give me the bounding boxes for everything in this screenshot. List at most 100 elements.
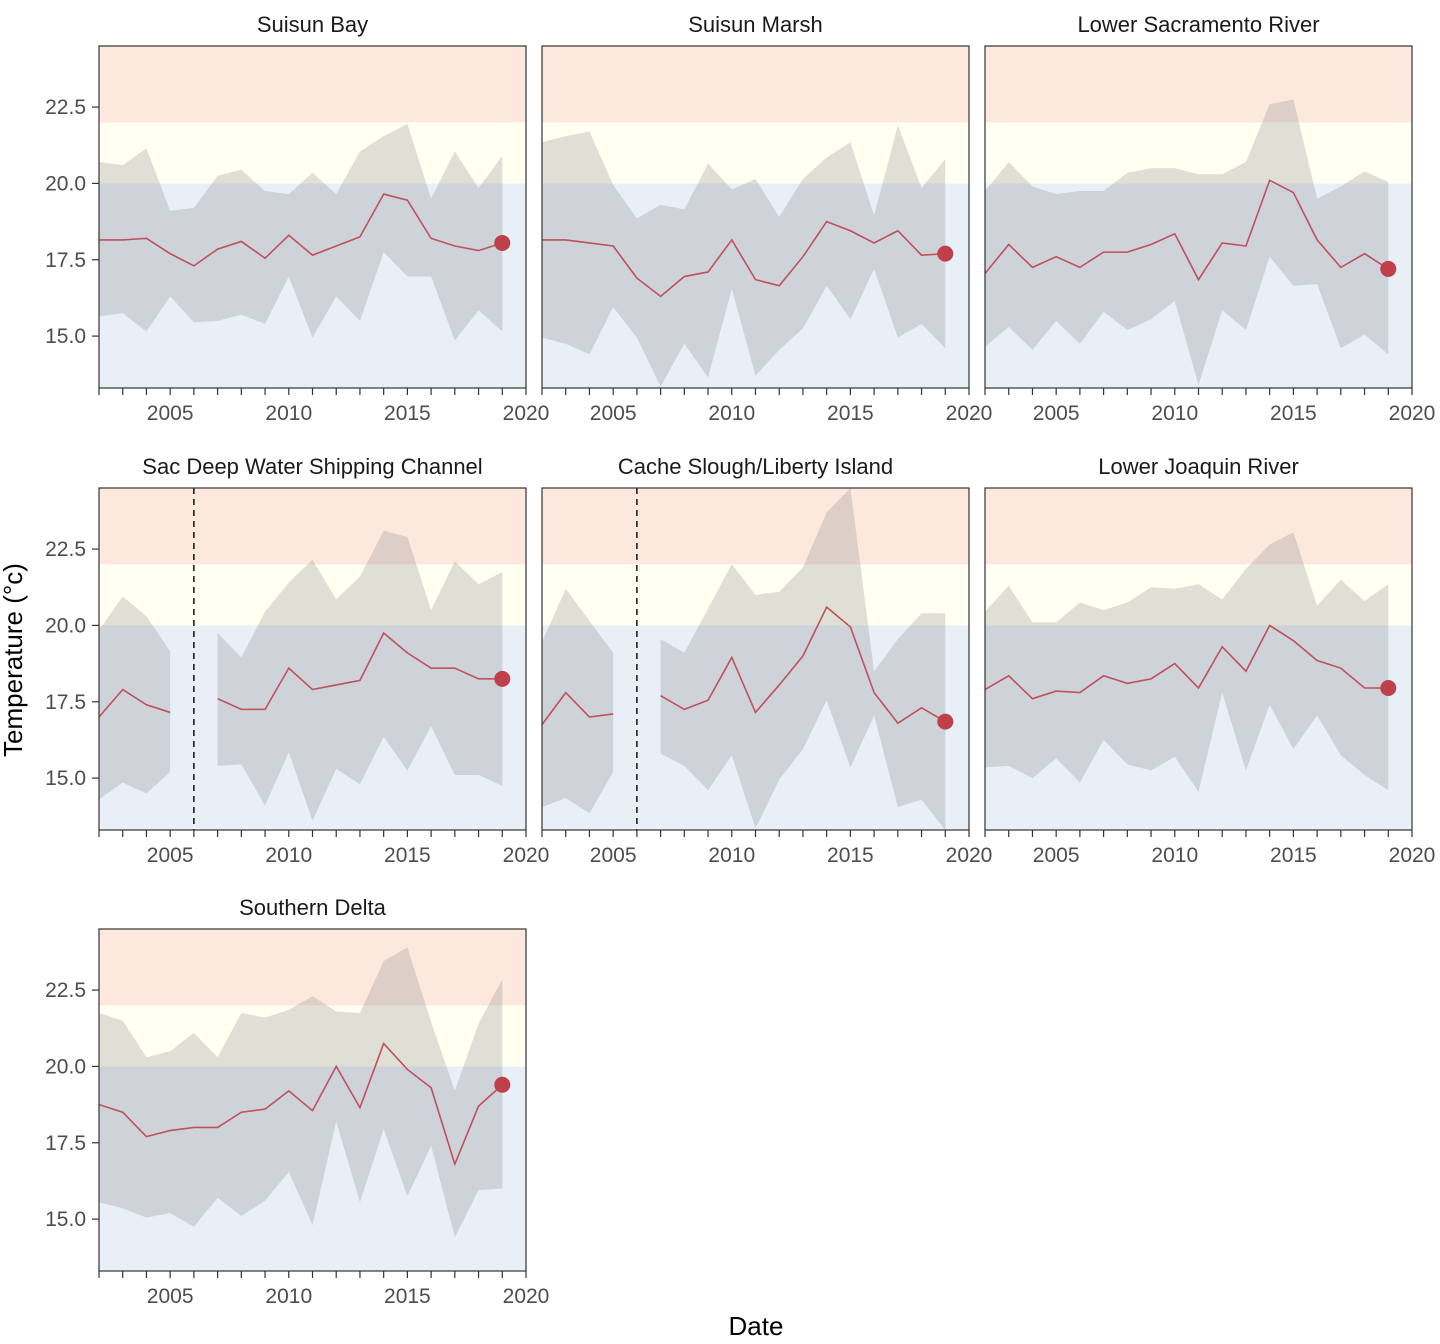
panel-title: Southern Delta bbox=[239, 895, 387, 920]
y-tick-label: 17.5 bbox=[45, 1132, 86, 1155]
range-ribbon bbox=[660, 488, 946, 830]
x-tick-label: 2015 bbox=[827, 402, 874, 425]
latest-value-point bbox=[494, 1076, 511, 1093]
x-tick-label: 2005 bbox=[147, 844, 194, 867]
threshold-band bbox=[985, 488, 1412, 565]
threshold-band bbox=[985, 183, 1412, 388]
y-tick-label: 20.0 bbox=[45, 172, 86, 195]
threshold-band bbox=[99, 1005, 526, 1067]
facet-panel: Lower Joaquin River 2005 2010 2015 2020 bbox=[984, 454, 1436, 867]
x-tick-label: 2005 bbox=[147, 402, 194, 425]
x-tick-label: 2010 bbox=[708, 402, 755, 425]
x-tick-label: 2010 bbox=[708, 844, 755, 867]
facet-panel: Lower Sacramento River 2005 2010 2015 2020 bbox=[984, 12, 1436, 425]
threshold-band bbox=[985, 625, 1412, 830]
threshold-band bbox=[985, 122, 1412, 184]
x-tick-label: 2015 bbox=[827, 844, 874, 867]
threshold-band bbox=[985, 564, 1412, 626]
panel-title: Suisun Bay bbox=[257, 12, 368, 37]
x-tick-label: 2020 bbox=[1389, 844, 1436, 867]
range-ribbon bbox=[985, 532, 1389, 792]
panel-title: Lower Joaquin River bbox=[1098, 454, 1299, 479]
x-tick-label: 2010 bbox=[265, 402, 312, 425]
threshold-band bbox=[99, 122, 526, 184]
x-axis-title: Date bbox=[729, 1311, 784, 1341]
panel-title: Sac Deep Water Shipping Channel bbox=[142, 454, 482, 479]
latest-value-point bbox=[937, 245, 954, 262]
x-tick-label: 2020 bbox=[503, 402, 550, 425]
mean-line bbox=[99, 688, 171, 718]
threshold-band bbox=[542, 488, 969, 565]
y-tick-label: 20.0 bbox=[45, 1055, 86, 1078]
panel-title: Lower Sacramento River bbox=[1077, 12, 1319, 37]
mean-line bbox=[99, 1042, 503, 1167]
mean-line bbox=[99, 193, 503, 267]
range-ribbon bbox=[217, 530, 503, 821]
threshold-band bbox=[542, 183, 969, 388]
y-tick-label: 15.0 bbox=[45, 767, 86, 790]
threshold-band bbox=[99, 1066, 526, 1271]
latest-value-point bbox=[1380, 680, 1397, 697]
threshold-band bbox=[542, 625, 969, 830]
range-ribbon bbox=[542, 125, 946, 387]
y-tick-label: 20.0 bbox=[45, 614, 86, 637]
x-tick-label: 2015 bbox=[1270, 844, 1317, 867]
x-tick-label: 2015 bbox=[384, 402, 431, 425]
x-tick-label: 2010 bbox=[1151, 844, 1198, 867]
latest-value-point bbox=[1380, 260, 1397, 277]
mean-line bbox=[985, 624, 1389, 700]
threshold-band bbox=[99, 46, 526, 123]
threshold-band bbox=[99, 929, 526, 1006]
x-tick-label: 2020 bbox=[946, 844, 993, 867]
y-tick-label: 17.5 bbox=[45, 249, 86, 272]
facet-panel: Cache Slough/Liberty Island 2005 2010 2015 2… bbox=[541, 454, 993, 867]
y-tick-label: 22.5 bbox=[45, 96, 86, 119]
x-tick-label: 2020 bbox=[503, 844, 550, 867]
range-ribbon bbox=[99, 947, 503, 1238]
x-tick-label: 2005 bbox=[1033, 844, 1080, 867]
latest-value-point bbox=[494, 670, 511, 687]
facet-panel: Sac Deep Water Shipping Channel 2005 2010 2… bbox=[45, 454, 549, 867]
y-tick-label: 15.0 bbox=[45, 325, 86, 348]
latest-value-point bbox=[937, 713, 954, 730]
mean-line bbox=[542, 691, 614, 726]
x-tick-label: 2015 bbox=[1270, 402, 1317, 425]
x-tick-label: 2020 bbox=[1389, 402, 1436, 425]
panel-title: Cache Slough/Liberty Island bbox=[618, 454, 893, 479]
x-tick-label: 2020 bbox=[946, 402, 993, 425]
threshold-band bbox=[99, 183, 526, 388]
threshold-band bbox=[99, 564, 526, 626]
x-tick-label: 2005 bbox=[147, 1285, 194, 1308]
threshold-band bbox=[99, 625, 526, 830]
y-tick-label: 17.5 bbox=[45, 691, 86, 714]
mean-line bbox=[660, 605, 946, 725]
x-tick-label: 2005 bbox=[590, 402, 637, 425]
x-tick-label: 2015 bbox=[384, 1285, 431, 1308]
x-tick-label: 2010 bbox=[1151, 402, 1198, 425]
x-tick-label: 2010 bbox=[265, 1285, 312, 1308]
x-tick-label: 2015 bbox=[384, 844, 431, 867]
facet-panel: Suisun Bay 2005 2010 2015 2020 15.0 17.5 20.0 22… bbox=[45, 12, 549, 425]
threshold-band bbox=[99, 488, 526, 565]
threshold-band bbox=[542, 46, 969, 123]
x-tick-label: 2010 bbox=[265, 844, 312, 867]
x-tick-label: 2005 bbox=[1033, 402, 1080, 425]
threshold-band bbox=[542, 564, 969, 626]
latest-value-point bbox=[494, 234, 511, 251]
range-ribbon bbox=[542, 588, 614, 814]
x-tick-label: 2020 bbox=[503, 1285, 550, 1308]
range-ribbon bbox=[99, 123, 503, 341]
panel-title: Suisun Marsh bbox=[688, 12, 823, 37]
threshold-band bbox=[542, 122, 969, 184]
mean-line bbox=[542, 220, 946, 298]
y-axis-title: Temperature (°c) bbox=[0, 563, 28, 757]
y-tick-label: 22.5 bbox=[45, 979, 86, 1002]
mean-line bbox=[985, 179, 1389, 282]
threshold-band bbox=[985, 46, 1412, 123]
x-tick-label: 2005 bbox=[590, 844, 637, 867]
mean-line bbox=[217, 631, 503, 711]
facet-panel: Southern Delta 2005 2010 2015 2020 15.0 17.5 20… bbox=[45, 895, 549, 1308]
range-ribbon bbox=[985, 99, 1389, 385]
y-tick-label: 22.5 bbox=[45, 538, 86, 561]
